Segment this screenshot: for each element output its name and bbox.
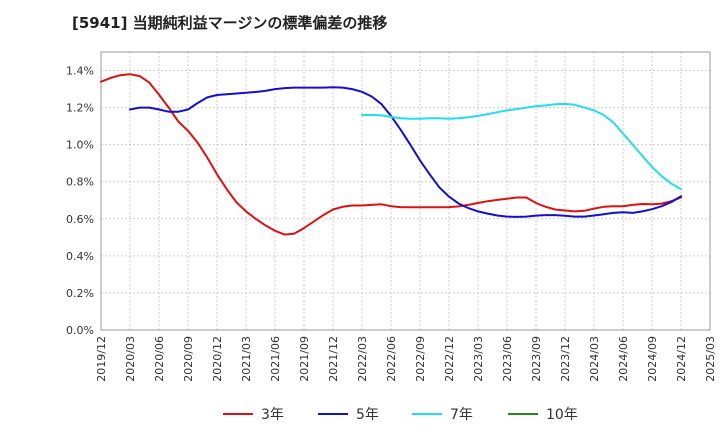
y-tick-label: 0.2%	[66, 287, 94, 300]
x-tick-label: 2025/03	[704, 336, 717, 382]
x-tick-label: 2021/12	[327, 336, 340, 382]
x-tick-label: 2024/03	[588, 336, 601, 382]
x-tick-label: 2021/09	[298, 336, 311, 382]
y-tick-label: 1.0%	[66, 139, 94, 152]
axis-layer: 0.0% 0.2% 0.4% 0.6% 0.8% 1.0% 1.2% 1.4% 2019/12 2…	[66, 51, 717, 382]
legend-label-0: 3年	[261, 407, 284, 423]
x-tick-label: 2020/03	[124, 336, 137, 382]
series-line-1	[129, 86, 682, 218]
plot-frame	[100, 51, 711, 331]
x-tick-label: 2024/12	[675, 336, 688, 382]
series-line-2	[361, 102, 682, 191]
x-tick-label: 2022/03	[356, 336, 369, 382]
legend-layer: 3年 5年 7年 10年	[223, 407, 578, 423]
y-tick-label: 0.4%	[66, 250, 94, 263]
x-tick-label: 2022/12	[443, 336, 456, 382]
x-tick-label: 2020/12	[211, 336, 224, 382]
y-tick-label: 0.8%	[66, 176, 94, 189]
x-tick-label: 2021/06	[269, 336, 282, 382]
x-tick-label: 2019/12	[95, 336, 108, 382]
series-layer	[100, 73, 682, 236]
legend-label-2: 7年	[450, 407, 473, 423]
series-line-0	[100, 73, 682, 236]
x-tick-label: 2024/09	[646, 336, 659, 382]
x-tick-label: 2023/09	[530, 336, 543, 382]
x-tick-label: 2020/06	[153, 336, 166, 382]
x-tick-label: 2020/09	[182, 336, 195, 382]
grid-layer	[100, 52, 711, 331]
x-tick-label: 2023/06	[501, 336, 514, 382]
y-tick-label: 1.2%	[66, 102, 94, 115]
x-tick-label: 2023/12	[559, 336, 572, 382]
legend-label-1: 5年	[356, 407, 379, 423]
x-tick-label: 2022/09	[414, 336, 427, 382]
y-tick-label: 0.0%	[66, 324, 94, 337]
chart-title: [5941] 当期純利益マージンの標準偏差の推移	[72, 14, 388, 32]
x-tick-label: 2022/06	[385, 336, 398, 382]
y-tick-label: 0.6%	[66, 213, 94, 226]
legend-label-3: 10年	[546, 407, 578, 423]
y-tick-label: 1.4%	[66, 65, 94, 78]
x-tick-label: 2023/03	[472, 336, 485, 382]
x-tick-label: 2024/06	[617, 336, 630, 382]
x-tick-label: 2021/03	[240, 336, 253, 382]
